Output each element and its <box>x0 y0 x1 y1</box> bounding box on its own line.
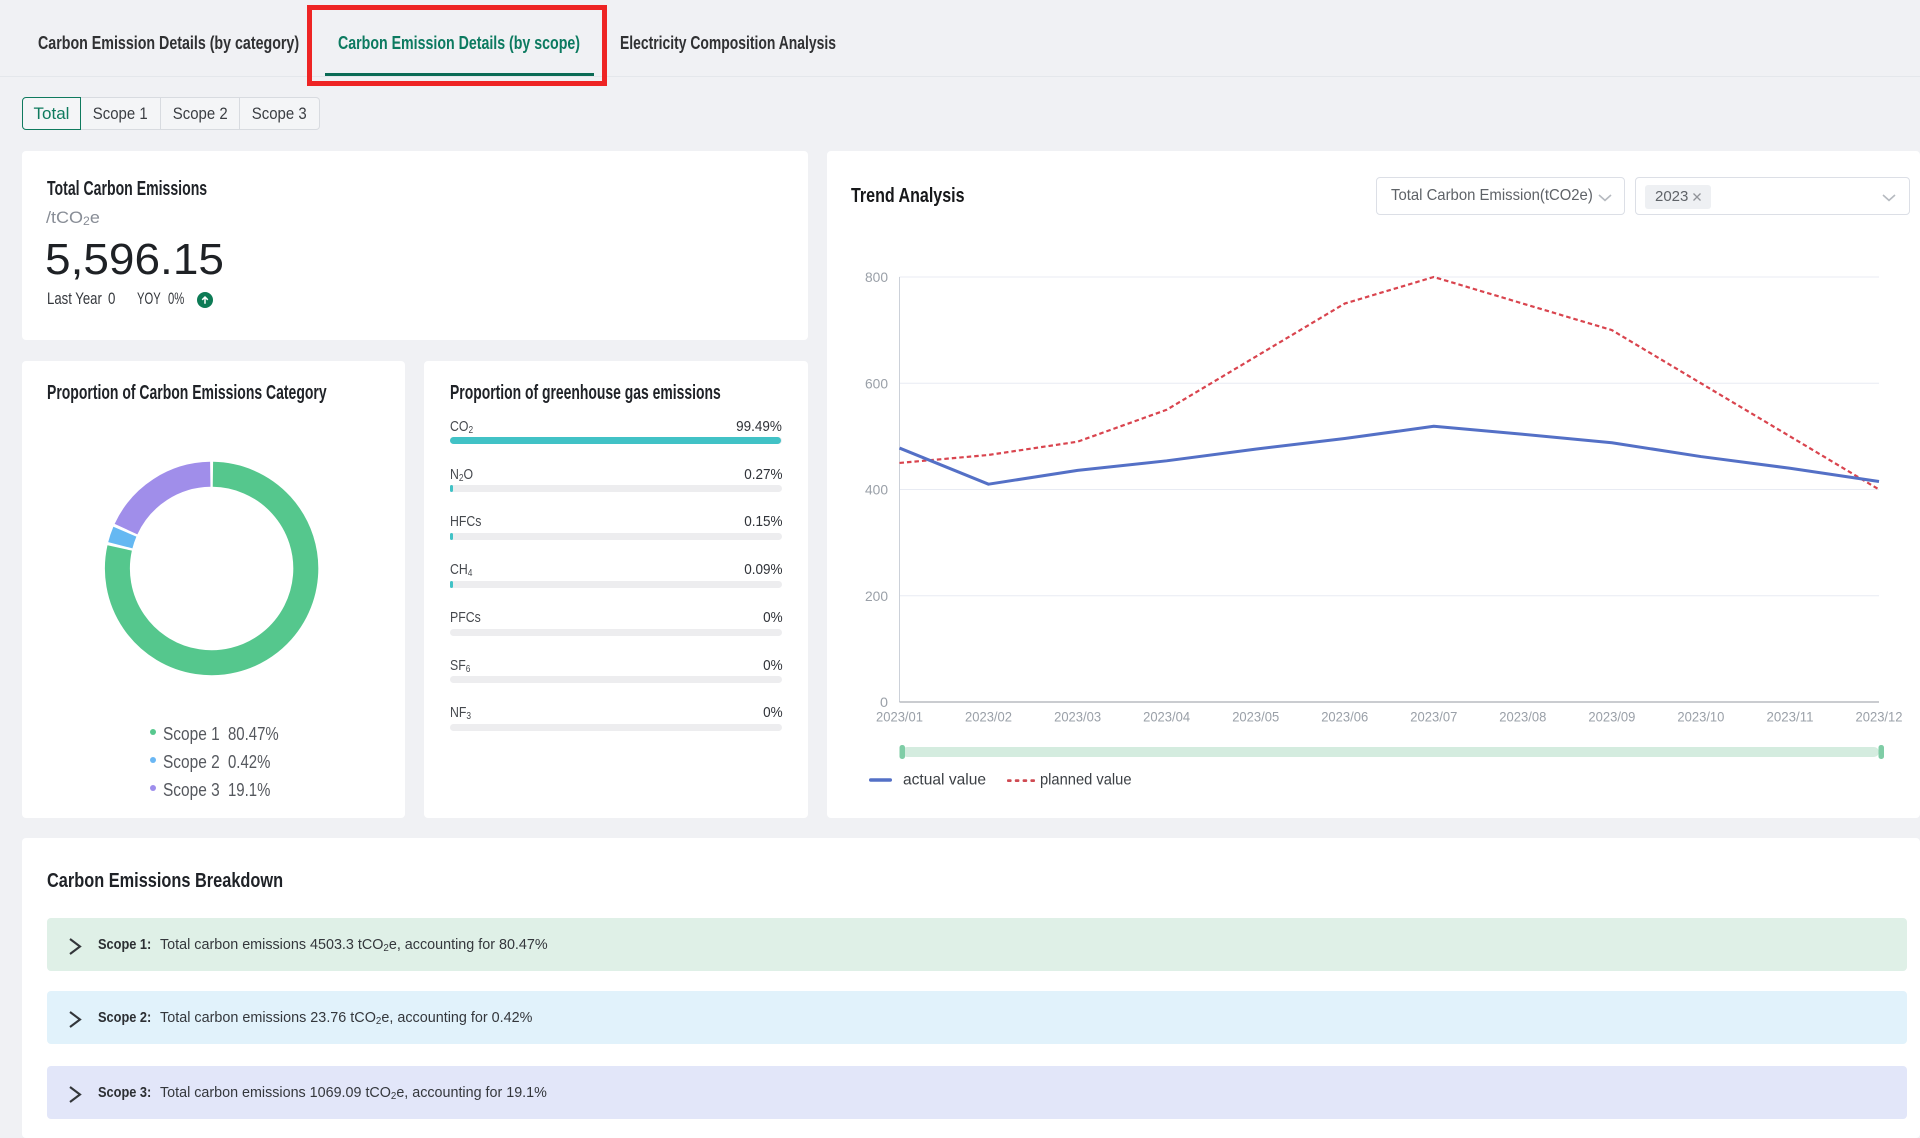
svg-text:2023/06: 2023/06 <box>1321 709 1368 725</box>
svg-text:600: 600 <box>865 375 888 391</box>
svg-text:actual value: actual value <box>903 772 986 789</box>
svg-text:2023/11: 2023/11 <box>1767 709 1814 725</box>
svg-text:200: 200 <box>865 588 888 604</box>
svg-text:2023/07: 2023/07 <box>1410 709 1457 725</box>
svg-text:planned value: planned value <box>1040 772 1132 789</box>
svg-text:2023/04: 2023/04 <box>1143 709 1190 725</box>
svg-text:0: 0 <box>880 694 888 710</box>
svg-text:2023/02: 2023/02 <box>965 709 1012 725</box>
svg-text:2023/09: 2023/09 <box>1588 709 1635 725</box>
svg-text:400: 400 <box>865 482 888 498</box>
svg-text:800: 800 <box>865 269 888 285</box>
svg-text:2023/03: 2023/03 <box>1054 709 1101 725</box>
svg-text:2023/08: 2023/08 <box>1499 709 1546 725</box>
svg-text:2023/05: 2023/05 <box>1232 709 1279 725</box>
svg-text:2023/10: 2023/10 <box>1677 709 1724 725</box>
svg-text:2023/01: 2023/01 <box>876 709 923 725</box>
svg-text:2023/12: 2023/12 <box>1856 709 1903 725</box>
